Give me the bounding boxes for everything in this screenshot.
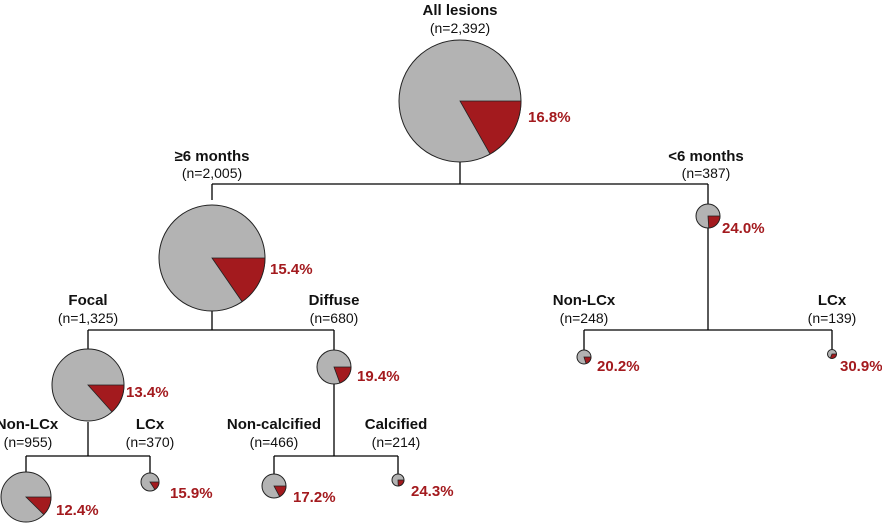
pct-focal-nonlcx: 12.4% (56, 502, 99, 519)
label-ge6-title: ≥6 months (175, 148, 250, 165)
label-noncalcified-count: (n=466) (250, 434, 299, 450)
label-diffuse-count: (n=680) (310, 310, 359, 326)
pie-slice-lt6 (707, 215, 721, 229)
label-calcified-count: (n=214) (372, 434, 421, 450)
pct-noncalcified: 17.2% (293, 489, 336, 506)
pie-noncalcified (261, 473, 287, 499)
pie-slice-dnoncalc (273, 485, 287, 498)
pct-focal: 13.4% (126, 384, 169, 401)
pie-lt6-months (695, 203, 721, 229)
pie-focal-lcx (140, 472, 160, 492)
pct-lt6-nonlcx: 20.2% (597, 358, 640, 375)
pct-diffuse: 19.4% (357, 368, 400, 385)
pie-slice-fnonlcx (25, 496, 52, 516)
label-diffuse-title: Diffuse (309, 292, 360, 309)
label-focal-count: (n=1,325) (58, 310, 118, 326)
pie-lt6-lcx (827, 349, 837, 359)
pie-slice-flcx (149, 481, 160, 491)
label-lt6-lcx-count: (n=139) (808, 310, 857, 326)
pie-slice-all (459, 100, 522, 155)
pie-slice-lt6nonlcx (583, 356, 592, 365)
pie-lt6-nonlcx (576, 349, 592, 365)
pct-calcified: 24.3% (411, 483, 454, 500)
label-focal-title: Focal (68, 292, 107, 309)
pie-slice-ge6 (211, 257, 266, 303)
label-lt6-lcx-title: LCx (818, 292, 847, 309)
label-lt6-title: <6 months (668, 148, 743, 165)
label-ge6-count: (n=2,005) (182, 165, 242, 181)
pct-all-lesions: 16.8% (528, 109, 571, 126)
pie-calcified (391, 473, 405, 487)
label-all-lesions-title: All lesions (422, 2, 497, 19)
pie-all-lesions (398, 39, 522, 163)
label-focal-lcx-count: (n=370) (126, 434, 175, 450)
label-focal-nonlcx-count: (n=955) (4, 434, 53, 450)
pie-slice-dcalc (397, 479, 405, 487)
tree-edges (25, 162, 833, 474)
percent-labels: 16.8% 15.4% 24.0% 13.4% 19.4% 20.2% 30.9… (56, 109, 882, 519)
label-lt6-nonlcx-count: (n=248) (560, 310, 609, 326)
label-noncalcified-title: Non-calcified (227, 416, 321, 433)
label-focal-nonlcx-title: Non-LCx (0, 416, 59, 433)
pie-diffuse (316, 349, 352, 385)
pie-slice-lt6lcx (829, 353, 837, 359)
label-calcified-title: Calcified (365, 416, 428, 433)
pie-slice-diffuse (333, 366, 352, 384)
label-all-lesions-count: (n=2,392) (430, 20, 490, 36)
pie-focal (51, 348, 125, 422)
label-lt6-nonlcx-title: Non-LCx (553, 292, 616, 309)
pct-lt6-lcx: 30.9% (840, 358, 882, 375)
pie-focal-nonlcx (0, 471, 52, 523)
label-focal-lcx-title: LCx (136, 416, 165, 433)
pct-lt6-months: 24.0% (722, 220, 765, 237)
label-lt6-count: (n=387) (682, 165, 731, 181)
pie-slice-focal (87, 384, 125, 413)
pie-ge6-months (158, 204, 266, 312)
node-labels: All lesions (n=2,392) ≥6 months (n=2,005… (0, 2, 856, 450)
pct-focal-lcx: 15.9% (170, 485, 213, 502)
pct-ge6-months: 15.4% (270, 261, 313, 278)
